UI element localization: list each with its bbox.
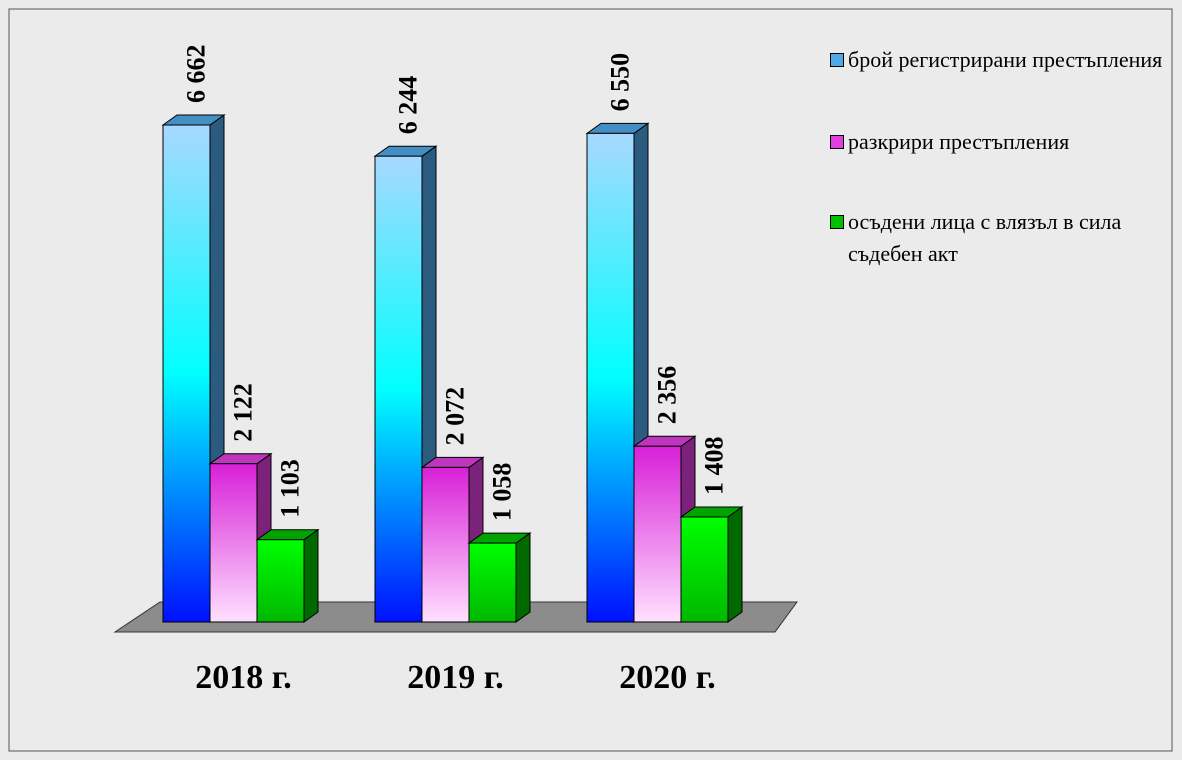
bar [679, 505, 744, 623]
bar-front [162, 124, 211, 623]
bar [255, 528, 320, 623]
value-label: 1 058 [487, 463, 516, 522]
legend-label: брой регистрирани престъпления [848, 47, 1163, 72]
value-label: 6 244 [393, 76, 422, 135]
legend-label: разкрири престъпления [848, 129, 1070, 154]
bar [467, 532, 532, 623]
legend-item: брой регистрирани престъпления [830, 44, 1170, 76]
value-label: 1 103 [275, 459, 304, 518]
legend-swatch [830, 135, 844, 149]
x-tick-label: 2019 г. [407, 659, 504, 696]
value-label: 2 356 [652, 366, 681, 425]
bar-front [209, 463, 258, 623]
frame [8, 8, 1173, 752]
legend-item: осъдени лица с влязъл в сила съдебен акт [830, 206, 1170, 270]
x-tick-label: 2020 г. [619, 659, 716, 696]
value-label: 6 662 [181, 45, 210, 104]
bar-front [256, 539, 305, 623]
bar-side [303, 528, 319, 623]
value-label: 1 408 [699, 436, 728, 495]
bar-front [680, 516, 729, 623]
bar-front [374, 155, 423, 623]
legend-item: разкрири престъпления [830, 126, 1170, 158]
bar-front [633, 445, 682, 623]
x-tick-label: 2018 г. [195, 659, 292, 696]
bar-side [727, 505, 743, 623]
legend-swatch [830, 215, 844, 229]
bar-side [515, 532, 531, 623]
legend-label: осъдени лица с влязъл в сила съдебен акт [848, 209, 1122, 266]
value-label: 6 550 [605, 53, 634, 112]
value-label: 2 122 [228, 383, 257, 442]
bar-front [586, 132, 635, 623]
legend-swatch [830, 53, 844, 67]
value-label: 2 072 [440, 387, 469, 446]
bar-front [468, 542, 517, 623]
bar-front [421, 466, 470, 623]
